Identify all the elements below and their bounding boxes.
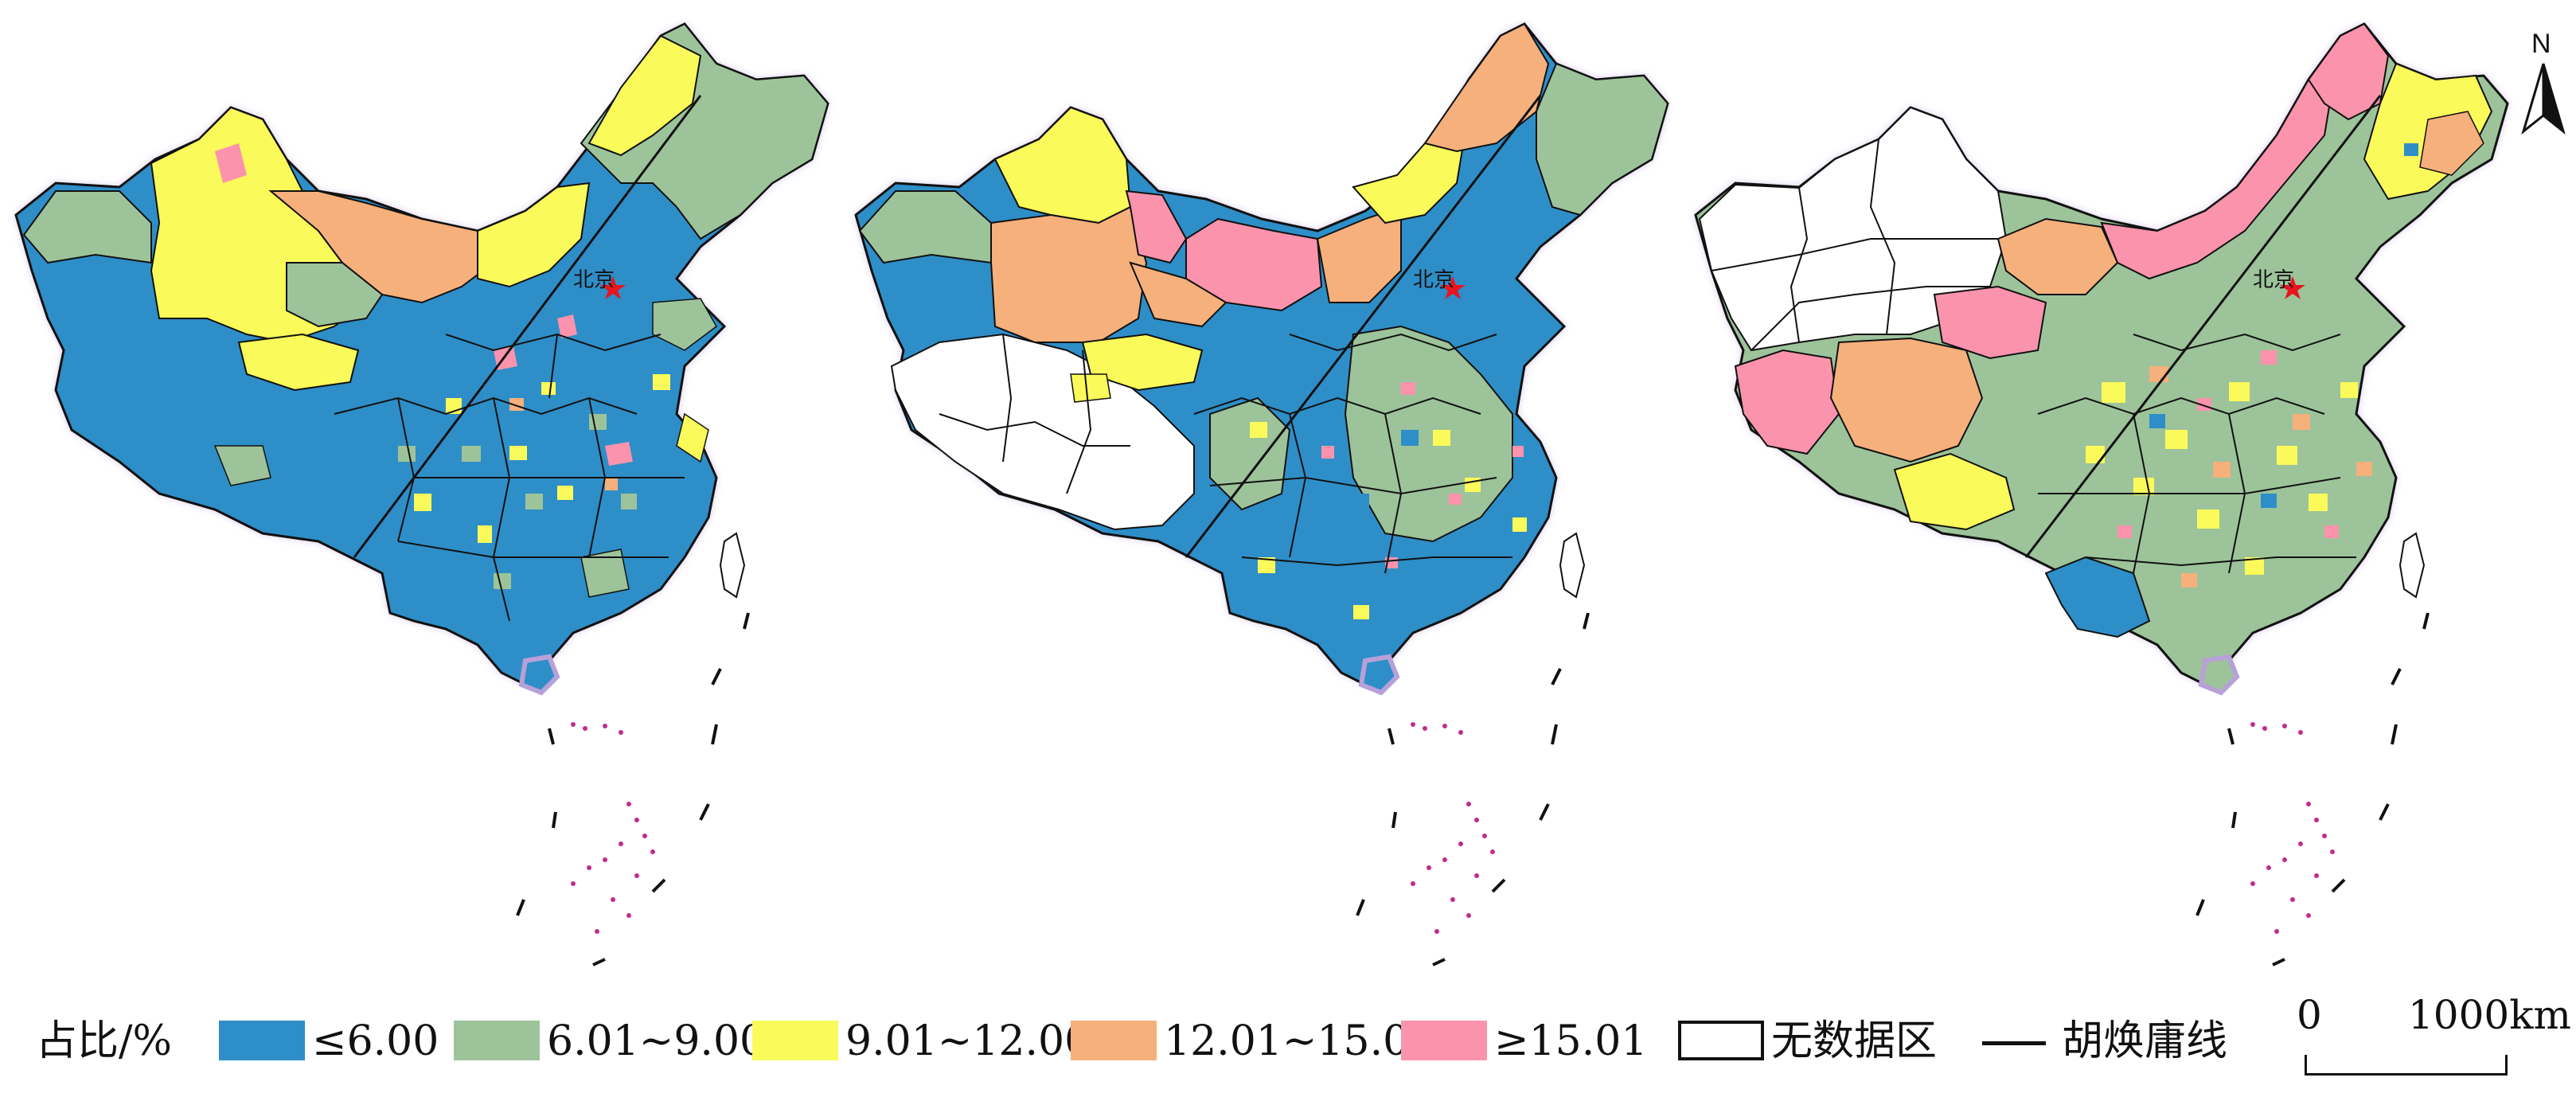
region-northeast-yellow (587, 34, 702, 157)
hu-line (1185, 95, 1542, 558)
legend-swatch-2 (454, 1021, 540, 1060)
region-northeast-green (1536, 62, 1669, 217)
south-china-sea-dashes (1356, 612, 1590, 966)
region-north-orange-2 (1316, 205, 1402, 303)
province-boundaries (939, 333, 1512, 574)
taiwan-island (719, 532, 746, 599)
region-south-green (580, 549, 630, 598)
south-china-sea-dashes (2195, 612, 2430, 966)
legend-title: 占比/% (36, 1017, 172, 1065)
north-arrow: N (2516, 28, 2571, 139)
scale-end-label: 1000km (2408, 992, 2571, 1038)
scattered-yellow-counties (1250, 422, 1527, 619)
region-northeast-pink (2307, 22, 2390, 121)
region-pink-1 (215, 143, 247, 183)
capital-label: 北京 (573, 268, 615, 292)
map-panel-3: 北京 (1694, 22, 2509, 966)
legend-swatch-4 (1071, 1021, 1157, 1060)
region-inner-mongolia-pink (2100, 78, 2334, 280)
legend-swatch-no-data (1678, 1021, 1764, 1060)
region-xinjiang-orange (990, 205, 1148, 343)
region-southwest-green (1209, 396, 1291, 511)
legend-label-1: ≤6.00 (312, 1017, 439, 1065)
legend-swatch-1 (219, 1021, 305, 1060)
region-pink-2 (557, 314, 577, 338)
south-china-sea-dashes (516, 612, 750, 966)
capital-label: 北京 (2253, 268, 2294, 292)
choropleth-maps: 北京 (14, 22, 2509, 966)
north-label: N (2531, 29, 2551, 59)
taiwan-island (2398, 532, 2426, 599)
region-shandong-green (652, 298, 717, 351)
region-central-yellow (237, 333, 360, 392)
region-tibet-yellow (1893, 452, 2016, 531)
capital-star-icon (600, 276, 626, 299)
region-yunnan-blue (2044, 556, 2151, 638)
region-xinjiang-yellow (993, 106, 1132, 224)
region-northeast-orange (2419, 111, 2484, 176)
legend-label-4: 12.01~15.00 (1164, 1017, 1436, 1065)
region-inner-mongolia-orange (1996, 217, 2119, 295)
region-inner-mongolia-orange (1129, 261, 1228, 328)
hainan-island (2198, 654, 2240, 696)
province-boundaries (2037, 333, 2356, 574)
capital-label: 北京 (1413, 268, 1454, 292)
taiwan-island (1559, 532, 1586, 599)
north-arrow-icon (2521, 63, 2566, 135)
region-tibet-pink (1734, 349, 1840, 455)
map-legend: 占比/% ≤6.00 6.01~9.00 9.01~12.00 12.01~15… (0, 999, 2576, 1091)
scattered-blue-counties (2149, 143, 2418, 508)
legend-label-hu-line: 胡焕庸线 (2062, 1017, 2228, 1065)
region-east-yellow (676, 412, 709, 463)
south-china-sea-islands (2250, 722, 2335, 934)
hainan-island (1358, 654, 1400, 696)
region-west-green (22, 190, 152, 264)
scale-bar: 0 1000km (2265, 991, 2571, 1095)
legend-label-5: ≥15.01 (1494, 1017, 1648, 1065)
south-china-sea-islands (571, 722, 655, 934)
map-panel-2: 北京 (854, 22, 1669, 966)
hainan-island (518, 654, 560, 696)
legend-label-2: 6.01~9.00 (547, 1017, 767, 1065)
legend-label-3: 9.01~12.00 (845, 1017, 1091, 1065)
region-northeast-orange (1423, 22, 1550, 153)
region-tibet-orange (1829, 337, 1984, 463)
scale-start-label: 0 (2297, 992, 2322, 1038)
map-panel-1: 北京 (14, 22, 829, 966)
scattered-pink-counties (2117, 350, 2339, 538)
scale-bar-line (2305, 1055, 2508, 1076)
hu-line (2024, 95, 2382, 558)
region-central-yellow-small (1070, 373, 1111, 403)
capital-star-icon (2280, 276, 2305, 299)
legend-hu-line-symbol (1982, 1041, 2046, 1045)
region-north-yellow-band (1352, 134, 1466, 224)
region-north-yellow-band (477, 182, 591, 288)
xinjiang-county-boundaries (1711, 139, 2002, 351)
capital-star-icon (1440, 276, 1466, 299)
legend-label-no-data: 无数据区 (1771, 1017, 1938, 1065)
legend-swatch-3 (752, 1021, 838, 1060)
hu-line (353, 95, 702, 558)
region-north-green-2 (286, 262, 384, 328)
region-qinghai-pink (1933, 285, 2047, 360)
scattered-pink-counties (1321, 382, 1524, 568)
region-tibet-green (213, 445, 271, 486)
region-north-pink (1125, 189, 1188, 264)
scattered-blue-counties (1353, 430, 1466, 557)
south-china-sea-islands (1411, 722, 1495, 934)
scattered-yellow-counties (2086, 382, 2358, 575)
legend-swatch-5 (1401, 1021, 1487, 1060)
region-pink-3 (605, 442, 633, 466)
